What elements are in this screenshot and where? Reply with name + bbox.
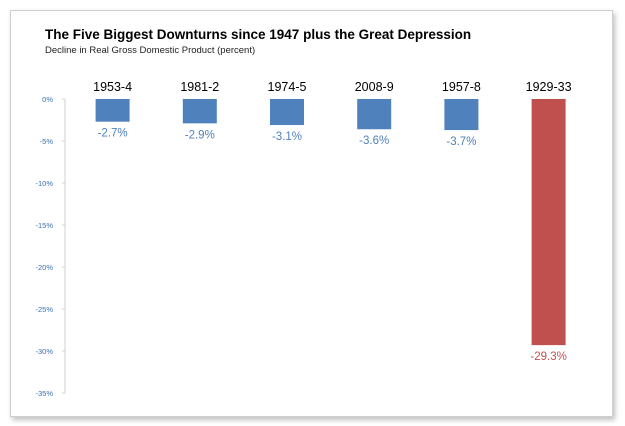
bar bbox=[182, 99, 217, 124]
data-labels: -2.7% -2.9% -3.1% -3.6% -3.7% -29.3% bbox=[98, 128, 567, 363]
data-label: -3.1% bbox=[272, 131, 302, 143]
y-axis-ticks: 0% -5% -10% -15% -20% -25% -30% -35% bbox=[35, 95, 65, 398]
y-tick-label: 0% bbox=[42, 95, 53, 104]
y-tick-label: -30% bbox=[35, 347, 53, 356]
data-label: -29.3% bbox=[530, 351, 566, 363]
category-label: 2008-9 bbox=[355, 80, 394, 94]
category-label: 1953-4 bbox=[93, 80, 132, 94]
data-label: -3.7% bbox=[446, 136, 476, 148]
bar bbox=[531, 99, 566, 346]
bar bbox=[95, 99, 130, 122]
y-tick-label: -35% bbox=[35, 389, 53, 398]
data-label: -2.9% bbox=[185, 129, 215, 141]
chart-frame: The Five Biggest Downturns since 1947 pl… bbox=[10, 10, 613, 417]
bar bbox=[357, 99, 392, 130]
chart-subtitle: Decline in Real Gross Domestic Product (… bbox=[45, 45, 255, 56]
bars bbox=[95, 99, 566, 346]
y-tick-label: -15% bbox=[35, 221, 53, 230]
chart-title: The Five Biggest Downturns since 1947 pl… bbox=[45, 27, 471, 42]
y-tick-label: -5% bbox=[40, 137, 54, 146]
y-tick-label: -20% bbox=[35, 263, 53, 272]
category-label: 1981-2 bbox=[180, 80, 219, 94]
category-label: 1974-5 bbox=[268, 80, 307, 94]
category-label: 1957-8 bbox=[442, 80, 481, 94]
y-tick-label: -10% bbox=[35, 179, 53, 188]
data-label: -3.6% bbox=[359, 135, 389, 147]
y-tick-label: -25% bbox=[35, 305, 53, 314]
bar bbox=[270, 99, 304, 126]
category-labels: 1953-4 1981-2 1974-5 2008-9 1957-8 1929-33 bbox=[93, 80, 571, 94]
bar-chart: The Five Biggest Downturns since 1947 pl… bbox=[35, 27, 571, 398]
data-label: -2.7% bbox=[98, 128, 128, 140]
category-label: 1929-33 bbox=[526, 80, 572, 94]
bar bbox=[444, 99, 479, 131]
